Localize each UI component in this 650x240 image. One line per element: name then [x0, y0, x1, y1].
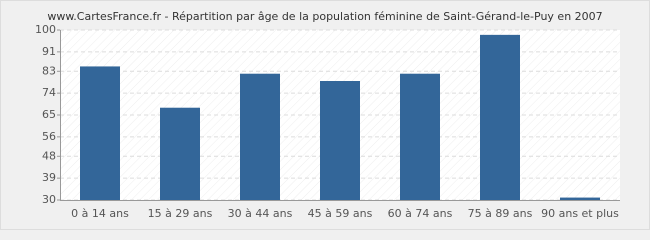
bar — [400, 73, 440, 200]
x-tick-label: 30 à 44 ans — [228, 207, 293, 220]
y-tick-label: 100 — [35, 23, 56, 36]
x-tick-label: 90 ans et plus — [541, 207, 619, 220]
bar — [160, 107, 200, 200]
x-tick-label: 0 à 14 ans — [71, 207, 129, 220]
x-tick-label: 75 à 89 ans — [468, 207, 533, 220]
y-tick-label: 56 — [42, 130, 56, 143]
y-tick-label: 74 — [42, 86, 56, 99]
bar — [480, 34, 520, 200]
page: www.CartesFrance.fr - Répartition par âg… — [0, 0, 650, 230]
y-tick-label: 39 — [42, 171, 56, 184]
bar — [80, 66, 120, 200]
chart: www.CartesFrance.fr - Répartition par âg… — [0, 0, 650, 230]
y-tick-label: 83 — [42, 64, 56, 77]
chart-title: www.CartesFrance.fr - Répartition par âg… — [47, 10, 602, 23]
y-tick-label: 30 — [42, 193, 56, 206]
bar — [240, 73, 280, 200]
x-tick-label: 60 à 74 ans — [388, 207, 453, 220]
x-tick-label: 45 à 59 ans — [308, 207, 373, 220]
y-tick-label: 48 — [42, 149, 56, 162]
bar — [320, 81, 360, 200]
bar — [560, 197, 600, 200]
y-tick-label: 91 — [42, 45, 56, 58]
x-tick-label: 15 à 29 ans — [148, 207, 213, 220]
y-tick-label: 65 — [42, 108, 56, 121]
